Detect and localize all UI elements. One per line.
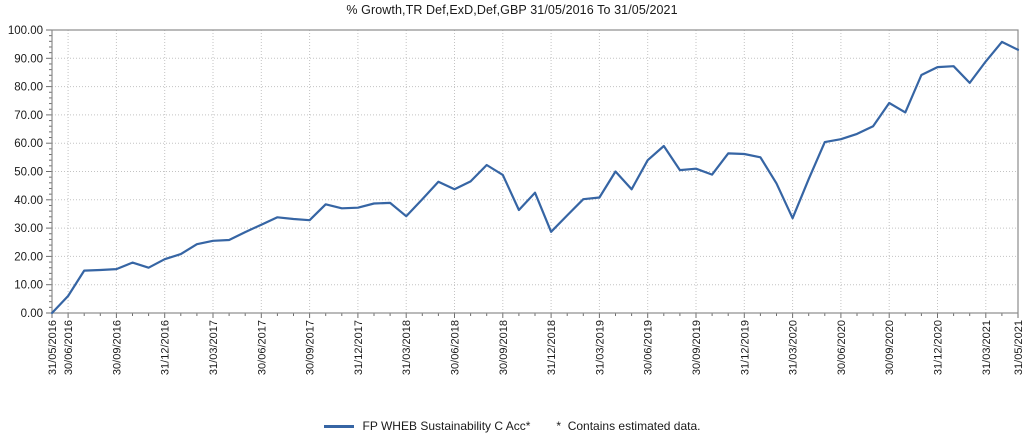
axis-ticks — [46, 29, 1019, 318]
svg-text:30/09/2018: 30/09/2018 — [498, 320, 510, 375]
svg-text:30/09/2019: 30/09/2019 — [691, 320, 703, 375]
svg-text:31/05/2021: 31/05/2021 — [1013, 320, 1024, 375]
svg-text:30.00: 30.00 — [14, 223, 43, 235]
svg-text:31/12/2016: 31/12/2016 — [160, 320, 172, 375]
y-axis-labels: 0.00 10.00 20.00 30.00 40.00 50.00 60.00 70.00 8… — [8, 25, 43, 320]
growth-line-chart: 0.00 10.00 20.00 30.00 40.00 50.00 60.00 70.00 8… — [8, 25, 1024, 375]
svg-text:31/03/2019: 31/03/2019 — [594, 320, 606, 375]
svg-text:20.00: 20.00 — [14, 251, 43, 263]
svg-text:31/12/2018: 31/12/2018 — [546, 320, 558, 375]
x-axis-labels: 31/05/2016 30/06/2016 30/09/2016 31/12/2016… — [47, 320, 1024, 375]
legend-estimated-data-note: * Contains estimated data. — [556, 419, 701, 433]
svg-text:30/06/2017: 30/06/2017 — [256, 320, 268, 375]
svg-text:31/12/2017: 31/12/2017 — [353, 320, 365, 375]
svg-text:30/06/2020: 30/06/2020 — [836, 320, 848, 375]
svg-text:31/03/2018: 31/03/2018 — [401, 320, 413, 375]
svg-text:30/09/2020: 30/09/2020 — [884, 320, 896, 375]
svg-text:70.00: 70.00 — [14, 110, 43, 122]
svg-text:31/03/2017: 31/03/2017 — [208, 320, 220, 375]
svg-text:31/03/2021: 31/03/2021 — [981, 320, 993, 375]
svg-text:31/12/2019: 31/12/2019 — [739, 320, 751, 375]
svg-text:30/09/2016: 30/09/2016 — [111, 320, 123, 375]
svg-text:10.00: 10.00 — [14, 280, 43, 292]
svg-text:31/12/2020: 31/12/2020 — [933, 320, 945, 375]
svg-text:31/05/2016: 31/05/2016 — [47, 320, 59, 375]
svg-text:80.00: 80.00 — [14, 82, 43, 94]
legend-series-label: FP WHEB Sustainability C Acc* — [362, 419, 531, 433]
svg-text:30/06/2019: 30/06/2019 — [643, 320, 655, 375]
svg-text:40.00: 40.00 — [14, 195, 43, 207]
chart-title: % Growth,TR Def,ExD,Def,GBP 31/05/2016 T… — [346, 3, 678, 17]
series-line-fp-wheb-sustainability — [50, 40, 1020, 315]
svg-text:30/06/2018: 30/06/2018 — [450, 320, 462, 375]
svg-text:30/06/2016: 30/06/2016 — [63, 320, 75, 375]
svg-text:100.00: 100.00 — [8, 25, 43, 37]
svg-text:90.00: 90.00 — [14, 53, 43, 65]
svg-text:60.00: 60.00 — [14, 138, 43, 150]
svg-text:50.00: 50.00 — [14, 167, 43, 179]
svg-text:0.00: 0.00 — [21, 308, 43, 320]
plot-border — [51, 29, 1019, 314]
gridlines — [52, 30, 1019, 313]
svg-text:31/03/2020: 31/03/2020 — [788, 320, 800, 375]
svg-text:30/09/2017: 30/09/2017 — [305, 320, 317, 375]
legend-line-sample-icon — [323, 424, 354, 428]
chart-legend: FP WHEB Sustainability C Acc* * Contains… — [0, 419, 1024, 433]
